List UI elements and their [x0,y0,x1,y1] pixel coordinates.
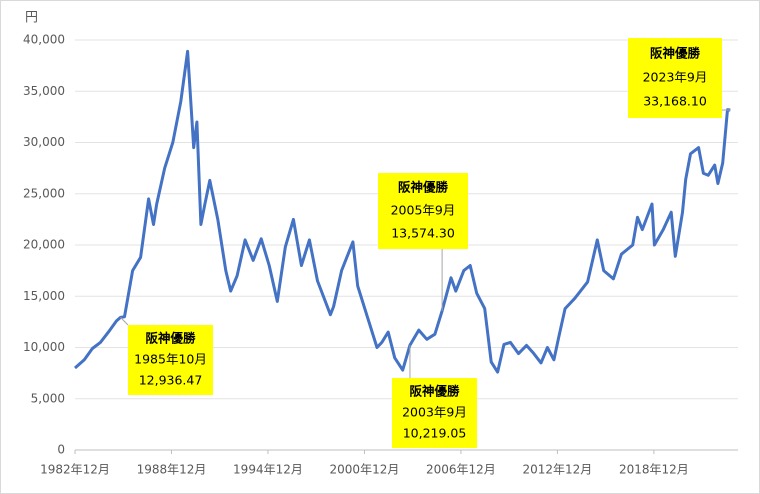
x-tick-label: 1982年12月 [40,463,110,477]
annotation-box [378,173,468,249]
annotation-title: 阪神優勝 [398,180,449,195]
annotation-date: 2023年9月 [643,70,708,85]
y-tick-label: 30,000 [23,135,65,149]
y-tick-label: 0 [57,443,65,457]
y-tick-label: 10,000 [23,340,65,354]
x-tick-label: 2000年12月 [330,463,400,477]
y-tick-label: 5,000 [31,391,65,405]
y-tick-label: 20,000 [23,238,65,252]
y-tick-label: 40,000 [23,33,65,47]
annotation-box [628,38,722,118]
x-tick-label: 1994年12月 [233,463,303,477]
annotation-value: 10,219.05 [403,426,467,441]
y-tick-label: 15,000 [23,289,65,303]
y-tick-label: 25,000 [23,186,65,200]
annotation-date: 1985年10月 [134,352,207,367]
y-axis-unit: 円 [25,11,38,26]
annotation-title: 阪神優勝 [650,46,701,61]
annotation-box [392,378,477,448]
annotation-value: 12,936.47 [139,373,203,388]
annotation: 阪神優勝 1985年10月 12,936.47 [120,317,213,395]
annotation-box [128,325,213,395]
annotation: 阪神優勝 2023年9月 33,168.10 [628,38,731,118]
annotation-value: 33,168.10 [643,94,707,109]
annotation: 阪神優勝 2003年9月 10,219.05 [392,345,477,448]
annotation-title: 阪神優勝 [409,384,460,399]
x-tick-label: 2006年12月 [426,463,496,477]
x-tick-label: 2018年12月 [619,463,689,477]
x-tick-label: 2012年12月 [522,463,592,477]
annotation-value: 13,574.30 [391,225,455,240]
annotation-date: 2003年9月 [402,405,467,420]
y-tick-label: 35,000 [23,84,65,98]
annotation-date: 2005年9月 [391,203,456,218]
annotation-title: 阪神優勝 [145,331,196,346]
annotation: 阪神優勝 2005年9月 13,574.30 [378,173,468,311]
leader-line [120,317,129,326]
x-tick-label: 1988年12月 [137,463,207,477]
